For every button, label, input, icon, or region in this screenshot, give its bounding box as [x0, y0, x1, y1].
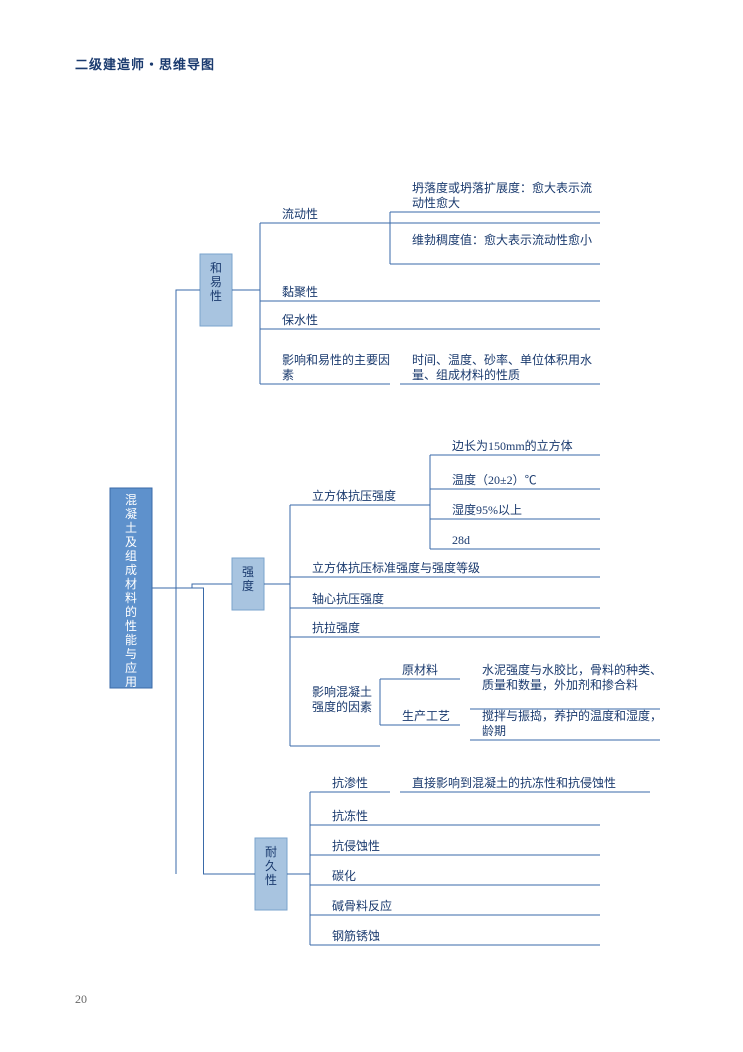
svg-text:应: 应 [125, 660, 137, 675]
svg-text:凝: 凝 [125, 506, 137, 521]
svg-text:的: 的 [125, 604, 137, 619]
svg-text:及: 及 [125, 535, 137, 549]
svg-text:28d: 28d [452, 533, 470, 547]
svg-text:抗拉强度: 抗拉强度 [312, 620, 360, 635]
svg-text:抗冻性: 抗冻性 [332, 808, 368, 823]
svg-text:影响和易性的主要因: 影响和易性的主要因 [282, 352, 390, 367]
svg-text:性: 性 [265, 873, 277, 887]
svg-text:素: 素 [282, 368, 294, 382]
svg-text:料: 料 [125, 591, 137, 605]
svg-text:久: 久 [265, 859, 277, 873]
svg-text:强: 强 [242, 565, 254, 579]
svg-text:凝: 凝 [125, 702, 137, 717]
svg-text:度: 度 [242, 578, 254, 593]
svg-text:原材料: 原材料 [402, 663, 438, 677]
svg-text:混: 混 [125, 689, 137, 703]
svg-text:用: 用 [125, 675, 137, 689]
svg-text:性: 性 [125, 773, 137, 787]
svg-text:混: 混 [125, 493, 137, 507]
svg-text:强度的因素: 强度的因素 [312, 699, 372, 714]
svg-text:成: 成 [125, 563, 137, 577]
svg-text:维勃稠度值：愈大表示流动性愈小: 维勃稠度值：愈大表示流动性愈小 [412, 232, 592, 247]
svg-text:的: 的 [125, 730, 137, 745]
svg-text:立方体抗压强度: 立方体抗压强度 [312, 488, 396, 503]
svg-text:材: 材 [125, 577, 137, 591]
svg-text:质量和数量，外加剂和掺合料: 质量和数量，外加剂和掺合料 [482, 677, 638, 692]
svg-text:黏聚性: 黏聚性 [282, 285, 318, 299]
svg-text:组: 组 [125, 549, 137, 563]
svg-text:术: 术 [125, 759, 137, 773]
svg-text:碱骨料反应: 碱骨料反应 [332, 898, 392, 913]
mindmap-canvas: 混凝土及组成材料的性能与应用混凝土的技术性能和易性流动性坍落度或坍落扩展度：愈大… [0, 0, 743, 1052]
svg-text:和: 和 [210, 261, 222, 275]
svg-text:土: 土 [125, 717, 137, 731]
svg-text:钢筋锈蚀: 钢筋锈蚀 [332, 928, 380, 943]
svg-text:量、组成材料的性质: 量、组成材料的性质 [412, 367, 520, 382]
svg-text:生产工艺: 生产工艺 [402, 709, 450, 723]
svg-text:能: 能 [125, 633, 137, 647]
svg-text:水泥强度与水胶比，骨料的种类、: 水泥强度与水胶比，骨料的种类、 [482, 662, 662, 677]
svg-text:影响混凝土: 影响混凝土 [312, 684, 372, 699]
svg-text:坍落度或坍落扩展度：愈大表示流: 坍落度或坍落扩展度：愈大表示流 [412, 180, 592, 195]
svg-text:边长为150mm的立方体: 边长为150mm的立方体 [452, 438, 573, 453]
svg-text:耐: 耐 [265, 845, 277, 859]
svg-text:性: 性 [125, 619, 137, 633]
svg-text:性: 性 [210, 289, 222, 303]
svg-text:与: 与 [125, 647, 137, 661]
svg-text:抗侵蚀性: 抗侵蚀性 [332, 838, 380, 853]
svg-text:碳化: 碳化 [332, 869, 356, 883]
svg-text:温度（20±2）℃: 温度（20±2）℃ [452, 472, 537, 487]
svg-text:抗渗性: 抗渗性 [332, 775, 368, 790]
svg-text:龄期: 龄期 [482, 724, 506, 738]
svg-text:土: 土 [125, 521, 137, 535]
svg-text:湿度95%以上: 湿度95%以上 [452, 502, 522, 517]
svg-text:时间、温度、砂率、单位体积用水: 时间、温度、砂率、单位体积用水 [412, 352, 592, 367]
svg-text:保水性: 保水性 [282, 313, 318, 327]
svg-text:直接影响到混凝土的抗冻性和抗侵蚀性: 直接影响到混凝土的抗冻性和抗侵蚀性 [412, 775, 616, 790]
svg-text:动性愈大: 动性愈大 [412, 195, 460, 210]
svg-text:技: 技 [125, 745, 137, 759]
svg-text:立方体抗压标准强度与强度等级: 立方体抗压标准强度与强度等级 [312, 560, 480, 575]
svg-text:易: 易 [210, 275, 222, 289]
svg-text:搅拌与振捣，养护的温度和湿度，: 搅拌与振捣，养护的温度和湿度， [482, 708, 662, 723]
svg-text:轴心抗压强度: 轴心抗压强度 [312, 591, 384, 606]
svg-text:流动性: 流动性 [282, 207, 318, 221]
svg-text:能: 能 [125, 787, 137, 801]
